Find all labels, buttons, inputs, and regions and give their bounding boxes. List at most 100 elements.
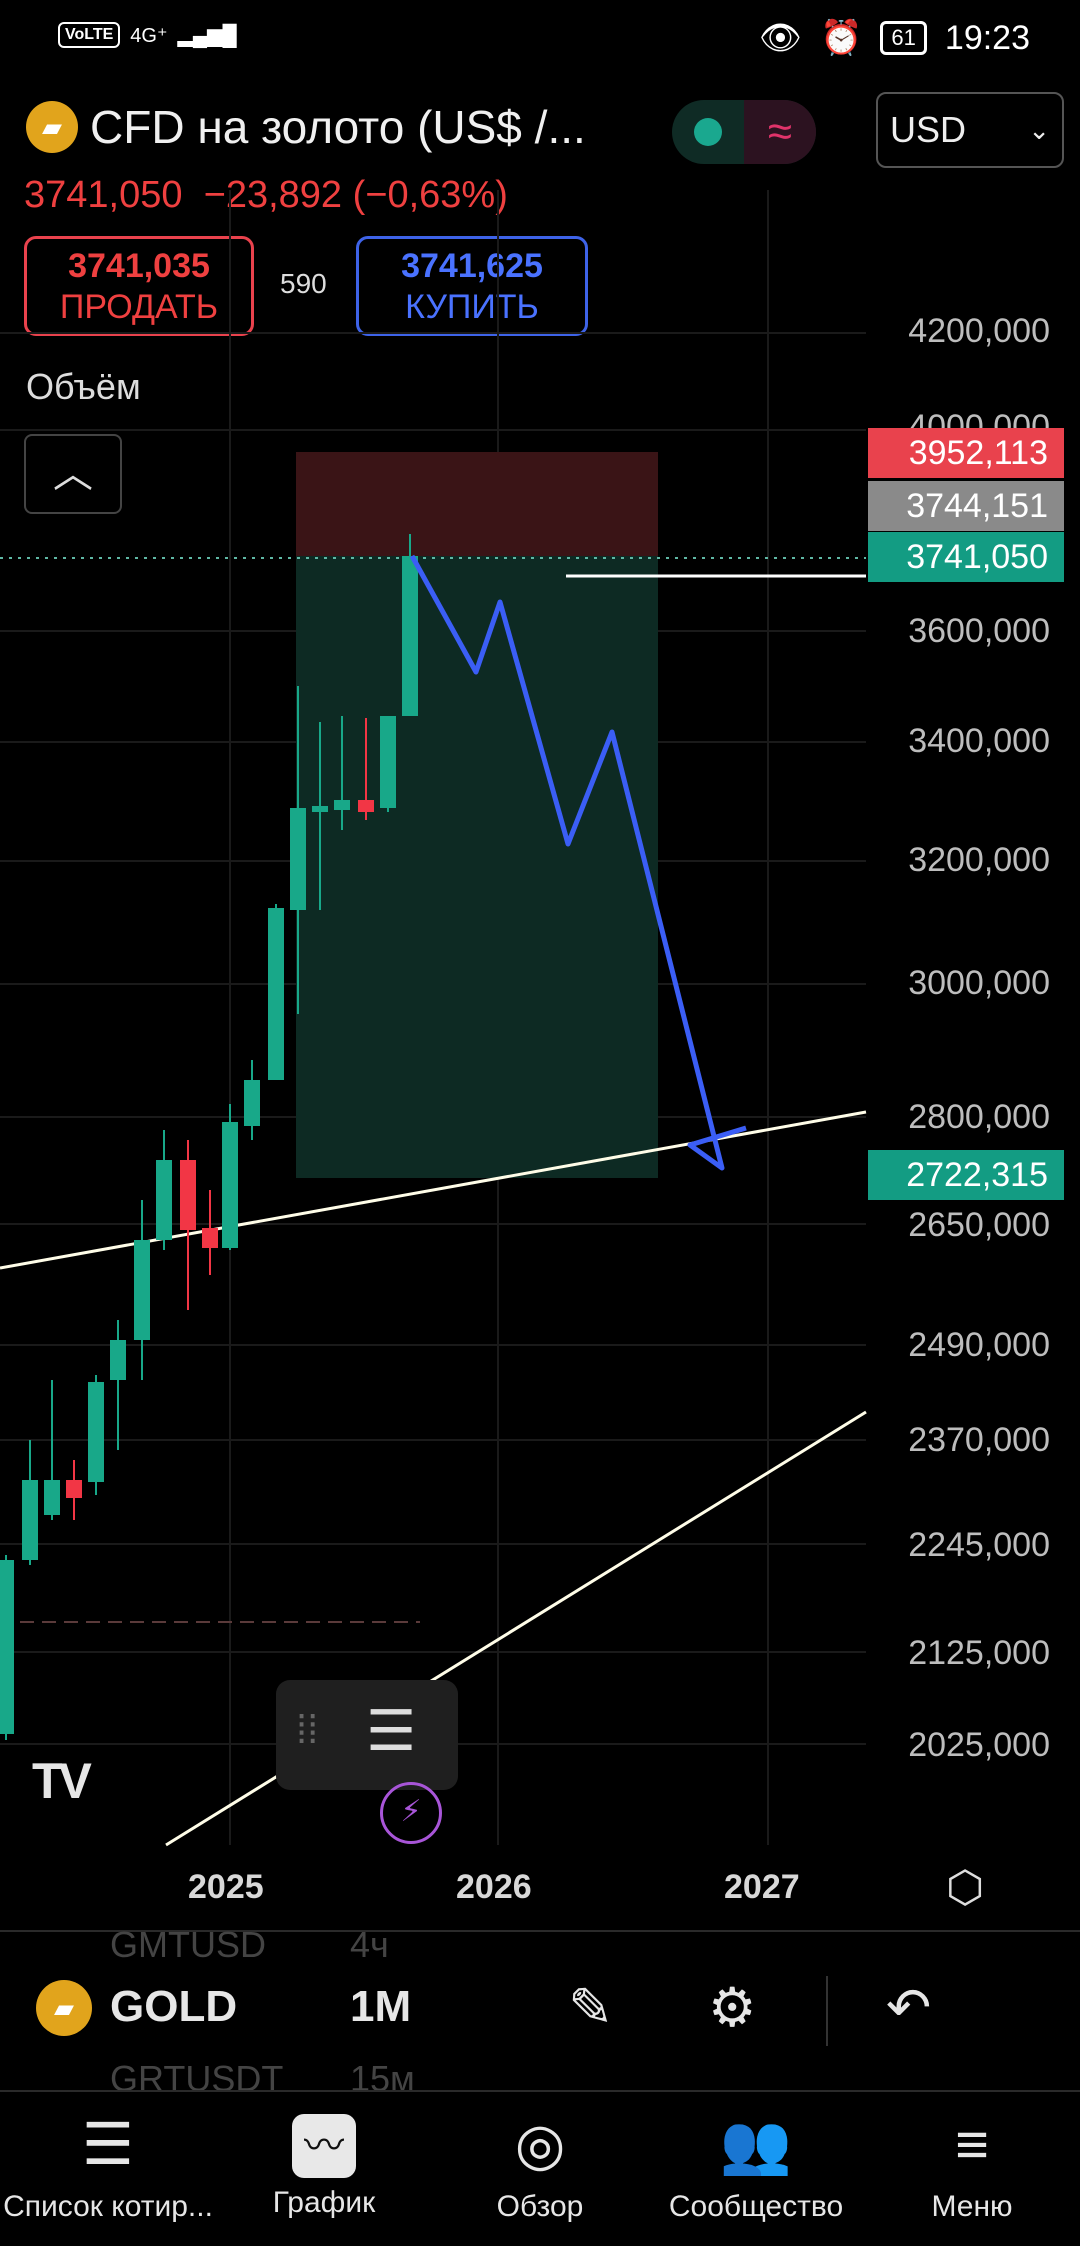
spread-value: 590 (280, 268, 327, 299)
nav-overview[interactable]: ◎ Обзор (432, 2108, 648, 2224)
candle-body (180, 1160, 196, 1230)
chart-settings-icon[interactable]: ⬡ (946, 1863, 985, 1912)
volume-indicator-label[interactable]: Объём (26, 366, 141, 407)
gold-bars-icon: ▰ (36, 1980, 92, 2036)
candles (0, 534, 418, 1740)
nav-label: Меню (931, 2190, 1013, 2223)
price-tag-stop: 3952,113 (868, 428, 1064, 478)
candle-body (156, 1160, 172, 1240)
volte-indicator: VoLTE (58, 22, 121, 48)
price-tag-current: 3741,050 (868, 532, 1064, 582)
candle-body (44, 1480, 60, 1515)
symbol-header[interactable]: ▰ CFD на золото (US$ /... (26, 100, 586, 154)
projection-path[interactable] (409, 554, 747, 1171)
candle-body (110, 1340, 126, 1380)
nav-label: Список котир... (3, 2190, 213, 2223)
nav-menu[interactable]: ≡ Меню (864, 2108, 1080, 2224)
ghost-interval-bottom: 15м (350, 2058, 415, 2099)
candle-body (244, 1080, 260, 1126)
buy-button[interactable]: 3741,625 КУПИТЬ (356, 236, 588, 336)
price-tag-target: 2722,315 (868, 1150, 1064, 1200)
candle-body (334, 800, 350, 810)
x-tick: 2025 (188, 1868, 264, 1906)
y-tick: 3600,000 (908, 612, 1050, 650)
candle-body (222, 1122, 238, 1248)
y-tick: 2025,000 (908, 1726, 1050, 1764)
draw-pen-icon[interactable]: ✎ (568, 1978, 614, 2038)
ghost-symbol-bottom: GRTUSDT (110, 2058, 284, 2099)
nav-watchlist[interactable]: ☰ Список котир... (0, 2108, 216, 2224)
flash-icon[interactable]: ⚡ (380, 1782, 442, 1844)
price-tag-entry: 3744,151 (868, 481, 1064, 531)
gold-bars-icon: ▰ (26, 101, 78, 153)
y-tick: 2125,000 (908, 1634, 1050, 1672)
market-status-toggle[interactable]: ≈ (672, 100, 816, 164)
candle-body (402, 556, 418, 716)
y-tick: 2370,000 (908, 1421, 1050, 1459)
last-price: 3741,050 (24, 174, 183, 216)
take-profit-zone[interactable] (296, 556, 658, 1178)
nav-chart[interactable]: 〰 График (216, 2108, 432, 2220)
drag-handle-icon[interactable]: ⁞⁞ (296, 1708, 319, 1752)
y-tick: 2490,000 (908, 1326, 1050, 1364)
eye-icon: 👁 (758, 19, 803, 57)
currency-select[interactable]: USD ⌄ (876, 92, 1064, 168)
chevron-up-icon[interactable]: ︿ (24, 434, 122, 514)
y-tick: 3200,000 (908, 841, 1050, 879)
undo-icon[interactable]: ↶ (886, 1978, 932, 2038)
y-tick: 2650,000 (908, 1206, 1050, 1244)
y-tick: 4200,000 (908, 312, 1050, 350)
candle-body (88, 1382, 104, 1482)
candle-body (380, 716, 396, 808)
y-tick: 3000,000 (908, 964, 1050, 1002)
ghost-symbol-top: GMTUSD (110, 1924, 266, 1965)
candle-body (268, 908, 284, 1080)
status-bar: VoLTE 4G⁺ ▂▄▆█ 👁 ⏰ 61 19:23 (0, 0, 1080, 80)
compass-icon: ◎ (514, 2112, 566, 2177)
page-title[interactable]: CFD на золото (US$ /... (90, 101, 586, 153)
price-change: −23,892 (−0,63%) (203, 174, 508, 216)
buy-price: 3741,625 (401, 247, 543, 285)
nav-community[interactable]: 👥 Сообщество (648, 2108, 864, 2224)
interval-selector[interactable]: 1M (350, 1982, 412, 2031)
currency-value: USD (890, 109, 967, 150)
x-tick: 2027 (724, 1868, 800, 1906)
x-tick: 2026 (456, 1868, 532, 1906)
y-tick: 2245,000 (908, 1526, 1050, 1564)
candle-body (66, 1480, 82, 1498)
nav-label: График (272, 2186, 376, 2219)
battery-icon: 61 (880, 21, 927, 55)
price-chart[interactable] (0, 190, 1080, 1850)
candle-body (202, 1228, 218, 1248)
candle-body (358, 800, 374, 812)
wave-icon: ≈ (744, 100, 816, 164)
symbol-toolbar (0, 1930, 1080, 2092)
candle-body (290, 808, 306, 910)
tradingview-logo: TV (32, 1753, 92, 1809)
sell-button[interactable]: 3741,035 ПРОДАТЬ (24, 236, 254, 336)
object-tree-icon[interactable]: ☰ (366, 1699, 417, 1762)
candle-body (134, 1240, 150, 1340)
nav-label: Сообщество (668, 2190, 844, 2223)
price-summary: 3741,050 −23,892 (−0,63%) (24, 174, 508, 217)
candle-body (22, 1480, 38, 1560)
buy-label: КУПИТЬ (405, 288, 539, 326)
symbol-selector[interactable]: GOLD (110, 1982, 238, 2031)
market-open-icon (694, 118, 722, 146)
trendline-lower[interactable] (165, 1410, 867, 1847)
sell-price: 3741,035 (68, 247, 210, 285)
chevron-down-icon: ⌄ (1028, 114, 1050, 145)
status-left: VoLTE 4G⁺ ▂▄▆█ (58, 22, 237, 48)
alarm-icon: ⏰ (820, 19, 863, 57)
status-right: 👁 ⏰ 61 19:23 (759, 18, 1030, 58)
indicators-icon[interactable]: ⚙ (708, 1978, 757, 2038)
candle-body (312, 806, 328, 812)
floating-drawing-toolbar[interactable]: ⁞⁞ ☰ (276, 1680, 458, 1790)
y-tick: 2800,000 (908, 1098, 1050, 1136)
candle-body (0, 1560, 14, 1734)
nav-label: Обзор (496, 2190, 584, 2223)
stop-loss-zone[interactable] (296, 452, 658, 556)
ghost-interval-top: 4ч (350, 1924, 389, 1965)
list-icon: ☰ (82, 2112, 134, 2177)
signal-icon: ▂▄▆█ (177, 24, 237, 47)
